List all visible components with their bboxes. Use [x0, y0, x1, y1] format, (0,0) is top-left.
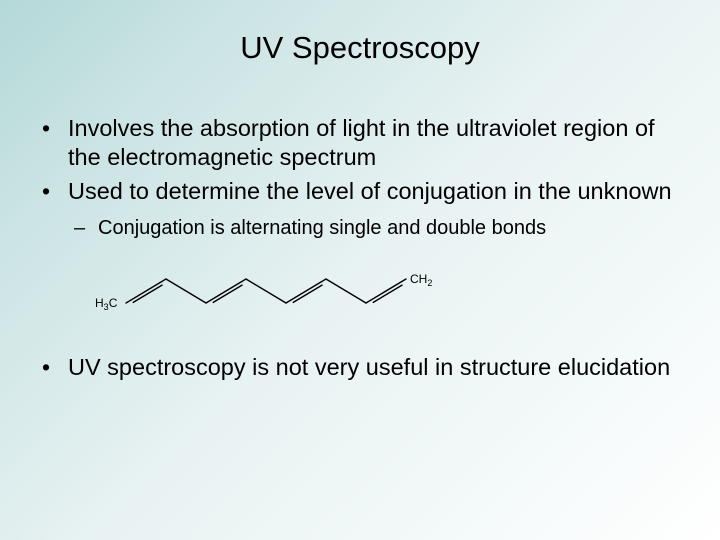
sub-bullet-list: Conjugation is alternating single and do… [68, 216, 680, 241]
bullet-list: Involves the absorption of light in the … [40, 114, 680, 241]
bullet-list-2: UV spectroscopy is not very useful in st… [40, 353, 680, 382]
slide-title: UV Spectroscopy [40, 30, 680, 66]
bullet-item: Involves the absorption of light in the … [40, 114, 680, 171]
molecule-diagram-container: H3C CH2 [40, 263, 680, 323]
sub-bullet-item: Conjugation is alternating single and do… [68, 216, 680, 241]
molecule-left-label: H3C [95, 296, 118, 312]
molecule-right-label: CH2 [410, 272, 432, 288]
bullet-item: UV spectroscopy is not very useful in st… [40, 353, 680, 382]
bullet-item: Used to determine the level of conjugati… [40, 177, 680, 241]
slide: UV Spectroscopy Involves the absorption … [0, 0, 720, 540]
bullet-text: Used to determine the level of conjugati… [68, 178, 672, 204]
molecule-diagram: H3C CH2 [90, 263, 450, 318]
